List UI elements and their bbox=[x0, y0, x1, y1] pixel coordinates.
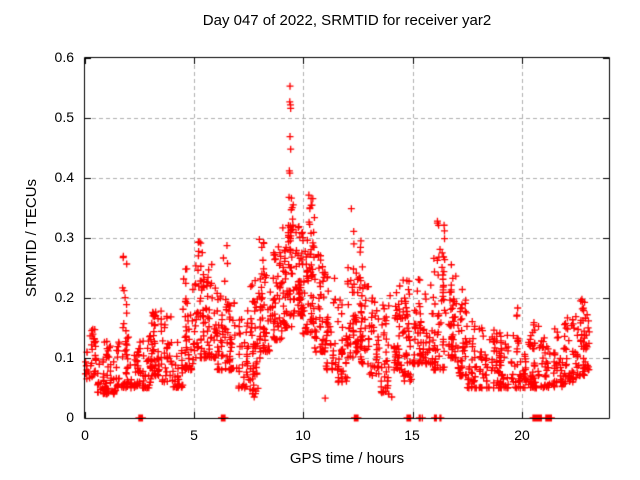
chart-title: Day 047 of 2022, SRMTID for receiver yar… bbox=[202, 12, 492, 29]
y-tick-label-0-1: 0.1 bbox=[54, 349, 74, 365]
x-tick-label-10: 10 bbox=[295, 427, 311, 443]
x-axis-title: GPS time / hours bbox=[289, 450, 405, 467]
x-tick-label-15: 15 bbox=[404, 427, 420, 443]
x-tick-label-5: 5 bbox=[190, 427, 198, 443]
y-tick-label-0-5: 0.5 bbox=[54, 109, 74, 125]
x-tick-label-0: 0 bbox=[81, 427, 89, 443]
y-tick-label-0: 0 bbox=[66, 409, 74, 425]
y-tick-label-0-4: 0.4 bbox=[54, 169, 74, 185]
y-tick-label-0-3: 0.3 bbox=[54, 229, 74, 245]
x-tick-label-20: 20 bbox=[514, 427, 530, 443]
y-tick-label-0-2: 0.2 bbox=[54, 289, 74, 305]
y-tick-label-0-6: 0.6 bbox=[54, 49, 74, 65]
